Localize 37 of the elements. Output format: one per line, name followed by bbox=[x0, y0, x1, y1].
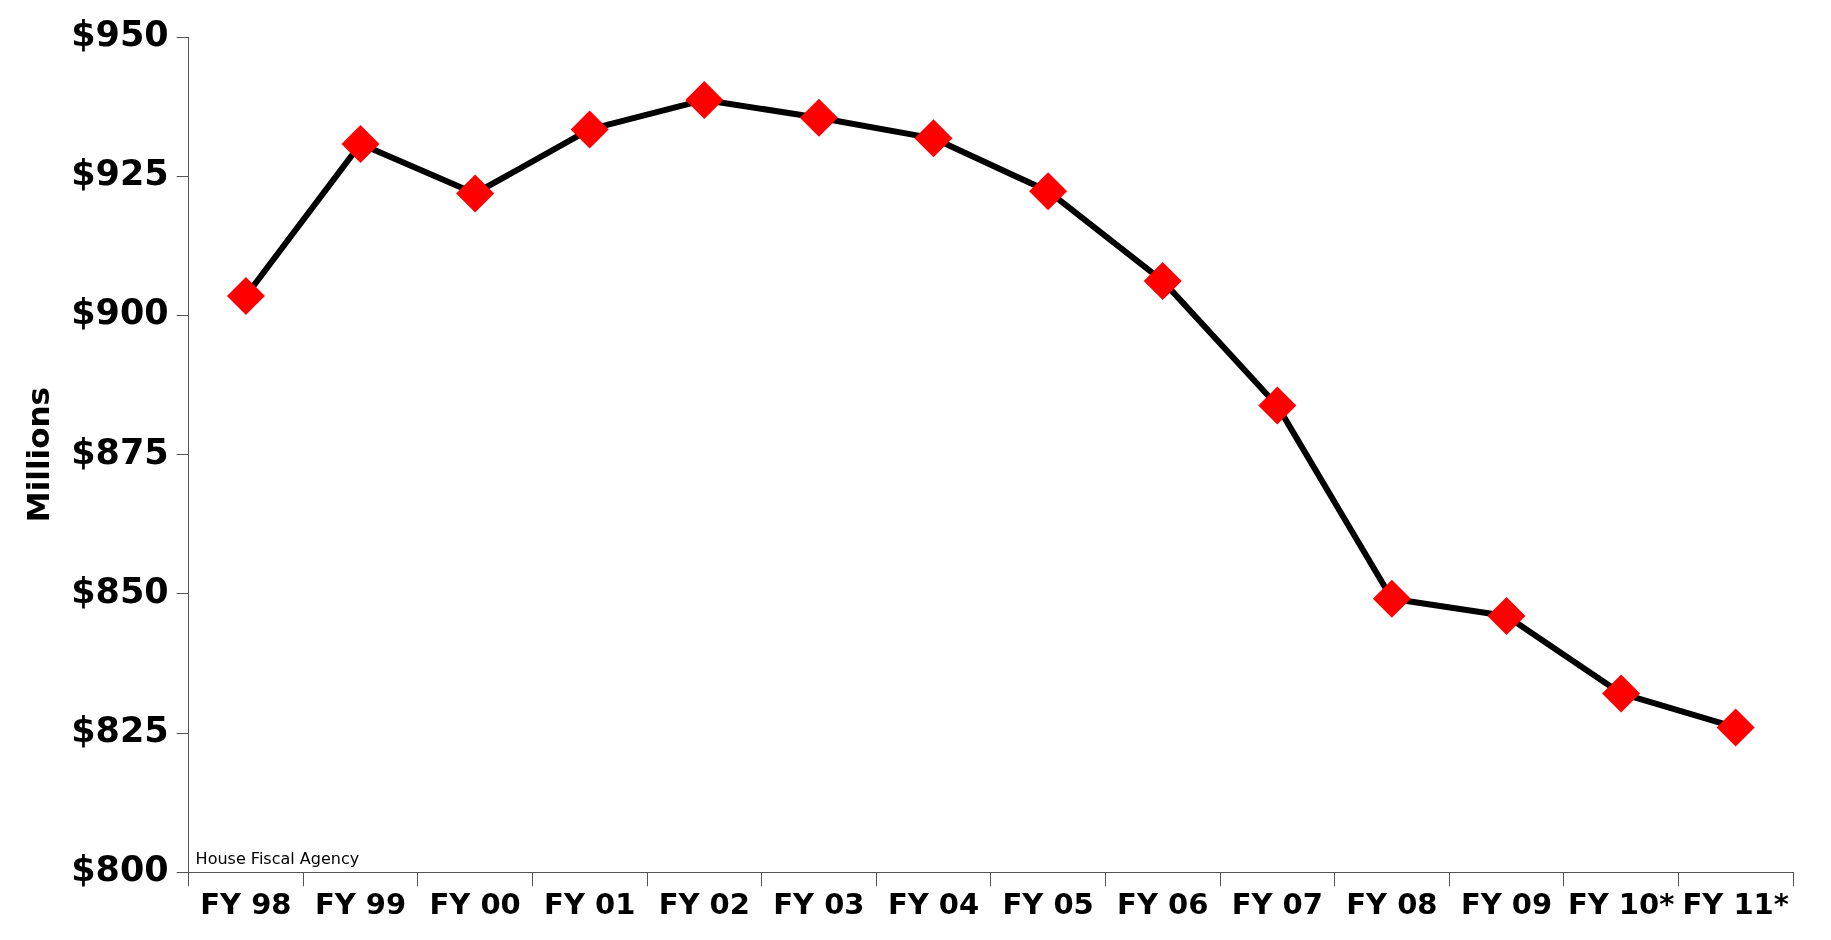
y-axis-title: Millions bbox=[19, 387, 56, 523]
x-tick-label: FY 10* bbox=[1567, 887, 1675, 922]
y-tick-label: $850 bbox=[71, 570, 169, 611]
y-tick-label: $825 bbox=[71, 710, 169, 751]
point bbox=[341, 124, 380, 163]
y-tick-label: $950 bbox=[71, 14, 169, 55]
y-tick-label: $900 bbox=[71, 292, 169, 333]
point bbox=[799, 98, 838, 137]
x-tick-label: FY 06 bbox=[1117, 887, 1209, 922]
point bbox=[1602, 674, 1641, 713]
y-tick-label: $925 bbox=[71, 153, 169, 194]
x-tick-label: FY 07 bbox=[1231, 887, 1323, 922]
x-tick-label: FY 05 bbox=[1002, 887, 1094, 922]
y-tick-label: $800 bbox=[71, 849, 169, 890]
point bbox=[1029, 172, 1068, 211]
point bbox=[226, 276, 265, 315]
x-tick-label: FY 04 bbox=[887, 887, 980, 922]
point bbox=[1716, 708, 1755, 747]
point bbox=[685, 80, 724, 119]
y-tick-label: $875 bbox=[71, 431, 169, 472]
point bbox=[570, 110, 609, 149]
annotation: House Fiscal Agency bbox=[195, 849, 360, 869]
x-tick-label: FY 09 bbox=[1460, 887, 1553, 922]
point bbox=[1258, 386, 1297, 425]
point bbox=[1372, 579, 1411, 618]
point bbox=[456, 174, 495, 213]
point bbox=[914, 119, 953, 158]
x-tick-label: FY 11* bbox=[1682, 887, 1789, 922]
x-tick-label: FY 00 bbox=[429, 887, 521, 922]
x-tick-label: FY 99 bbox=[314, 887, 407, 922]
x-tick-label: FY 03 bbox=[773, 887, 865, 922]
x-tick-label: FY 01 bbox=[544, 887, 636, 922]
x-tick-label: FY 98 bbox=[200, 887, 292, 922]
point bbox=[1487, 597, 1526, 636]
x-tick-label: FY 02 bbox=[658, 887, 750, 922]
x-tick-label: FY 08 bbox=[1346, 887, 1438, 922]
point bbox=[1143, 261, 1182, 300]
